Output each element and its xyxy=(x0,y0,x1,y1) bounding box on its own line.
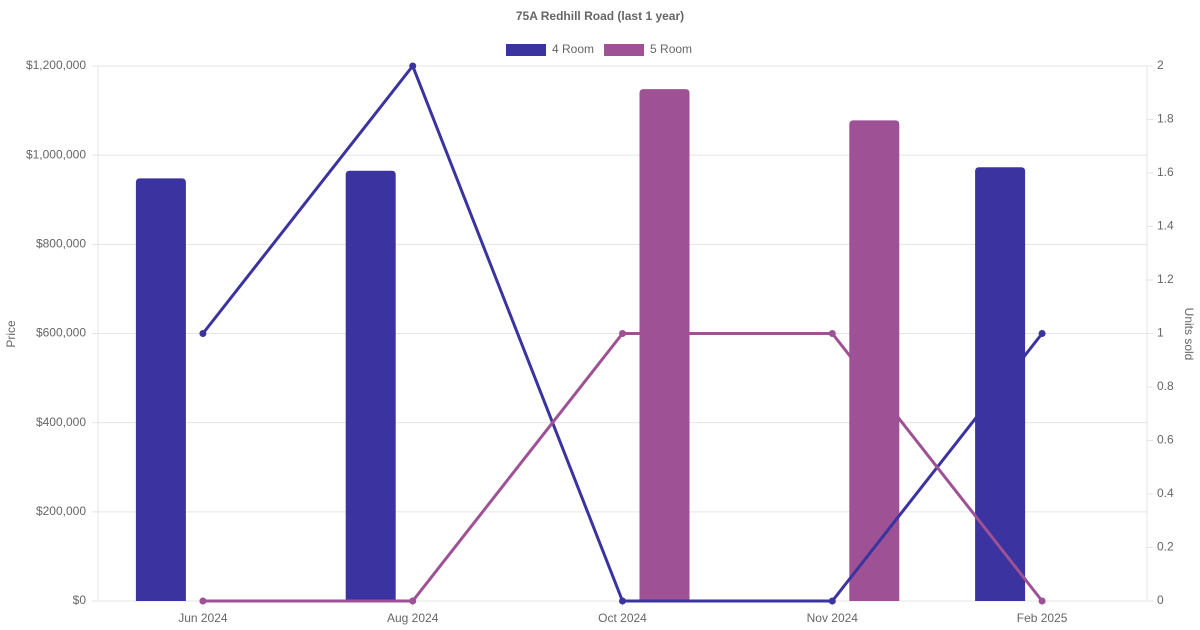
y-tick-label: $1,200,000 xyxy=(26,58,86,72)
y2-tick-label: 0.6 xyxy=(1157,433,1174,447)
point xyxy=(619,330,626,337)
point xyxy=(199,330,207,337)
y-tick-label: $600,000 xyxy=(36,326,86,340)
x-tick-label: Oct 2024 xyxy=(598,611,647,625)
x-tick-label: Jun 2024 xyxy=(178,611,228,625)
y-tick-label: $200,000 xyxy=(36,504,86,518)
bar xyxy=(975,167,1026,601)
y-tick-label: $400,000 xyxy=(36,415,86,429)
x-tick-label: Aug 2024 xyxy=(387,611,439,625)
y2-tick-label: 0.8 xyxy=(1157,379,1174,393)
point xyxy=(619,597,626,605)
legend-label: 5 Room xyxy=(650,42,692,56)
y2-tick-label: 1.4 xyxy=(1157,219,1174,233)
y-axis-title: Price xyxy=(4,320,18,348)
y-tick-label: $800,000 xyxy=(36,237,86,251)
legend-swatch xyxy=(506,44,546,56)
point xyxy=(1038,330,1046,337)
legend-swatch xyxy=(604,44,645,56)
y2-tick-label: 1.2 xyxy=(1157,272,1174,286)
chart-title: 75A Redhill Road (last 1 year) xyxy=(516,9,684,23)
point xyxy=(1038,597,1046,605)
bar xyxy=(849,120,900,602)
x-tick-label: Feb 2025 xyxy=(1017,611,1068,625)
point xyxy=(409,62,417,70)
y-tick-label: $1,000,000 xyxy=(26,147,86,161)
y2-axis-title: Units sold xyxy=(1182,308,1196,361)
y2-tick-label: 1.8 xyxy=(1157,112,1174,126)
y2-tick-label: 1 xyxy=(1157,326,1164,340)
legend-label: 4 Room xyxy=(552,42,594,56)
point xyxy=(199,597,207,605)
point xyxy=(409,597,417,605)
bar xyxy=(639,89,690,601)
point xyxy=(828,330,836,337)
y2-tick-label: 0.4 xyxy=(1157,486,1174,500)
x-tick-label: Nov 2024 xyxy=(807,611,859,625)
point xyxy=(828,597,836,605)
y-tick-label: $0 xyxy=(73,593,87,607)
y2-tick-label: 0 xyxy=(1157,593,1164,607)
y2-tick-label: 2 xyxy=(1157,58,1164,72)
bar xyxy=(345,170,396,602)
y2-tick-label: 1.6 xyxy=(1157,165,1174,179)
line xyxy=(202,332,1044,603)
bar xyxy=(135,178,186,601)
y2-tick-label: 0.2 xyxy=(1157,540,1174,554)
